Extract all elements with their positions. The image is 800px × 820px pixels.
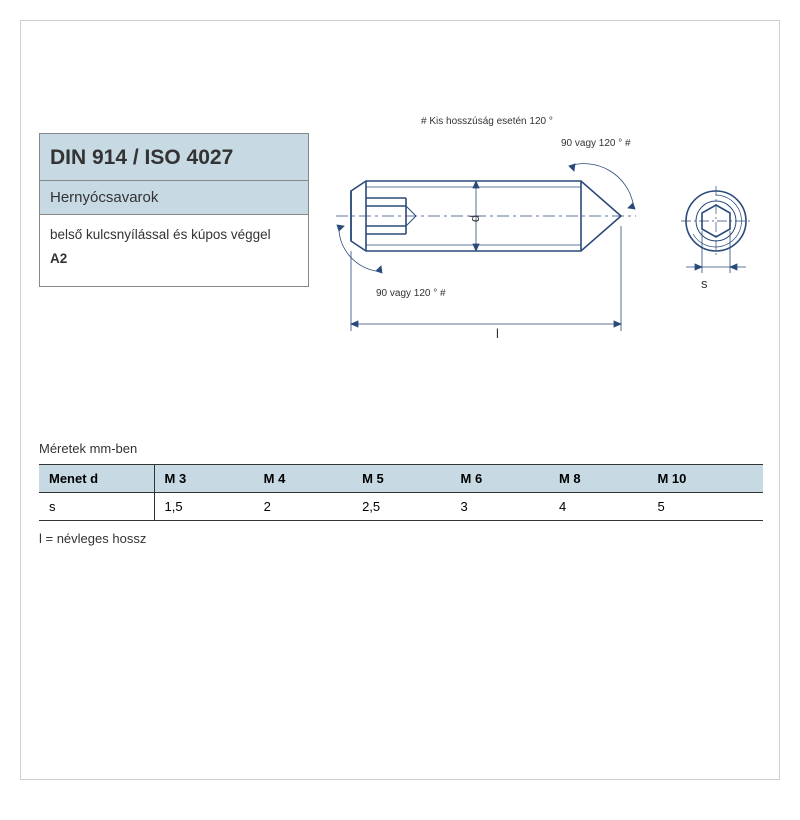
table-row: s 1,5 2 2,5 3 4 5 — [39, 493, 763, 521]
col-header: M 4 — [254, 465, 352, 493]
cell: 2 — [254, 493, 352, 521]
title-band: DIN 914 / ISO 4027 — [39, 133, 309, 181]
dimensions-table-section: Méretek mm-ben Menet d M 3 M 4 M 5 M 6 M… — [39, 441, 763, 546]
cell: 5 — [647, 493, 763, 521]
cell: 1,5 — [154, 493, 254, 521]
screw-side-view — [321, 131, 681, 341]
technical-diagram: # Kis hosszúság esetén 120 ° 90 vagy 120… — [321, 116, 761, 356]
col-header: M 6 — [451, 465, 549, 493]
col-header: M 10 — [647, 465, 763, 493]
cell: 2,5 — [352, 493, 450, 521]
cell: s — [39, 493, 154, 521]
col-header: M 5 — [352, 465, 450, 493]
material-grade: A2 — [50, 249, 298, 269]
col-header: M 8 — [549, 465, 647, 493]
table-header-row: Menet d M 3 M 4 M 5 M 6 M 8 M 10 — [39, 465, 763, 493]
table-footer-note: l = névleges hossz — [39, 531, 763, 546]
screw-end-view — [676, 181, 756, 291]
note-short-length: # Kis hosszúság esetén 120 ° — [421, 116, 553, 127]
cell: 3 — [451, 493, 549, 521]
dimensions-table: Menet d M 3 M 4 M 5 M 6 M 8 M 10 s 1,5 2… — [39, 464, 763, 521]
standard-title: DIN 914 / ISO 4027 — [50, 146, 298, 170]
col-header: Menet d — [39, 465, 154, 493]
cell: 4 — [549, 493, 647, 521]
sheet: DIN 914 / ISO 4027 Hernyócsavarok belső … — [20, 20, 780, 780]
subtitle-band: Hernyócsavarok — [39, 181, 309, 215]
col-header: M 3 — [154, 465, 254, 493]
info-panel: DIN 914 / ISO 4027 Hernyócsavarok belső … — [39, 133, 309, 287]
description-text: belső kulcsnyílással és kúpos véggel — [50, 225, 298, 245]
description-band: belső kulcsnyílással és kúpos véggel A2 — [39, 215, 309, 287]
table-caption: Méretek mm-ben — [39, 441, 763, 456]
